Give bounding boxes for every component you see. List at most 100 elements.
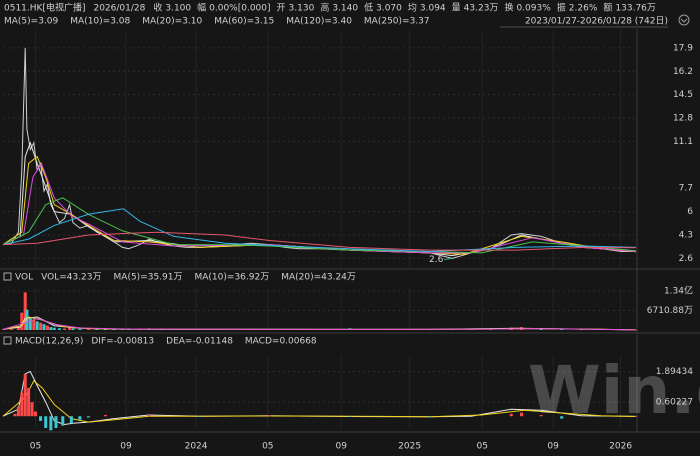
series-line: [2, 317, 637, 331]
bar: [520, 412, 524, 417]
watermark: Win.d: [528, 352, 700, 429]
dropdown-arrow: [680, 18, 688, 23]
header-text: 额: [603, 2, 612, 14]
bar: [28, 318, 32, 330]
bar: [95, 329, 99, 330]
header-text: 幅: [197, 2, 206, 14]
legend-entry: MA(120)=3.40: [286, 17, 352, 27]
bar: [61, 416, 65, 426]
x-tick-label: 05: [262, 442, 273, 452]
bar: [23, 373, 27, 417]
x-tick-label: 09: [120, 442, 132, 452]
header-text: 换: [504, 2, 513, 14]
bar: [147, 415, 151, 417]
bar: [539, 415, 543, 417]
bar: [33, 411, 37, 417]
bar: [39, 416, 43, 421]
y-tick-label: 4.3: [679, 230, 693, 240]
legend-entry: MA(250)=3.37: [364, 17, 430, 27]
bar: [45, 325, 49, 330]
header-text: 高: [320, 2, 329, 14]
legend-entry: MA(5)=35.91万: [114, 273, 183, 283]
x-tick-label: 05: [30, 442, 41, 452]
bar: [104, 415, 108, 417]
y-tick-label: 16.2: [673, 67, 693, 77]
bar: [634, 416, 638, 417]
checkbox[interactable]: [3, 272, 12, 281]
series-line: [2, 231, 637, 251]
bar: [121, 329, 125, 330]
x-tick-label: 2024: [185, 442, 208, 452]
bar: [68, 326, 72, 330]
bar: [112, 329, 116, 330]
y-tick-label: 7.7: [679, 184, 693, 194]
legend-entry: DIF=-0.00813: [91, 337, 154, 347]
y-tick-label: 1.89434: [656, 367, 693, 377]
bar: [127, 329, 131, 330]
header-text: 2026/01/28: [93, 4, 145, 14]
bar: [197, 416, 201, 417]
bar: [20, 392, 24, 417]
y-tick-label: 6: [687, 207, 693, 217]
legend-entry: VOL=43.23万: [41, 273, 101, 283]
header-text: 0.00%[0.000]: [209, 4, 270, 14]
y-tick-label: 14.5: [673, 90, 693, 100]
checkbox[interactable]: [3, 336, 12, 345]
legend-entry: MA(5)=3.09: [4, 17, 59, 27]
bar: [57, 328, 61, 330]
x-tick-label: 2026: [609, 442, 632, 452]
x-tick-label: 2025: [398, 442, 421, 452]
bar: [10, 329, 14, 330]
header-text: 3.140: [332, 4, 358, 14]
bar: [71, 328, 75, 330]
legend-entry: MA(10)=3.08: [70, 17, 130, 27]
header-text: 3.094: [420, 4, 446, 14]
dropdown-icon[interactable]: [678, 14, 690, 26]
date-range[interactable]: 2023/01/27-2026/01/28 (742日): [525, 16, 668, 27]
bar: [63, 328, 67, 330]
series-line: [2, 155, 637, 255]
header-text: 3.130: [289, 4, 315, 14]
bar: [78, 328, 82, 330]
header-text: 133.76万: [615, 4, 656, 14]
x-tick-label: 05: [477, 442, 488, 452]
panel-title: VOL: [15, 273, 33, 283]
bar: [348, 416, 352, 417]
legend-entry: DEA=-0.01148: [166, 337, 233, 347]
bar: [54, 416, 58, 428]
bar: [69, 416, 73, 424]
header-text: 0511.HK[电视广播]: [4, 2, 85, 14]
legend-entry: MACD=0.00668: [245, 337, 317, 347]
series-line: [2, 208, 637, 253]
header-text: 2.26%: [569, 4, 598, 14]
header-text: 3.070: [376, 4, 402, 14]
bar: [27, 387, 31, 417]
series-line: [2, 380, 637, 423]
bar: [39, 322, 43, 330]
bar: [16, 406, 20, 417]
bar: [13, 413, 17, 417]
y-tick-label: 11.1: [673, 137, 693, 147]
annotation: 2.6: [429, 255, 444, 265]
x-tick-label: 09: [547, 442, 559, 452]
y-tick-label: 17.9: [673, 43, 693, 53]
series-line: [2, 197, 637, 254]
y-tick-label: 1.34亿: [664, 285, 693, 297]
annotation-arrow: [444, 257, 453, 260]
series-line: [2, 370, 637, 426]
bar: [1, 329, 5, 330]
bar: [52, 327, 56, 330]
bar: [16, 327, 20, 330]
y-tick-label: 6710.88万: [647, 306, 693, 316]
header-text: 量: [452, 3, 461, 14]
header-text: 均: [408, 2, 417, 14]
header-text: 3.100: [165, 4, 191, 14]
legend-entry: MA(10)=36.92万: [195, 273, 270, 283]
bar: [86, 328, 90, 330]
bar: [35, 321, 39, 330]
bar: [44, 416, 48, 428]
bar: [560, 416, 564, 419]
bar: [104, 329, 108, 330]
